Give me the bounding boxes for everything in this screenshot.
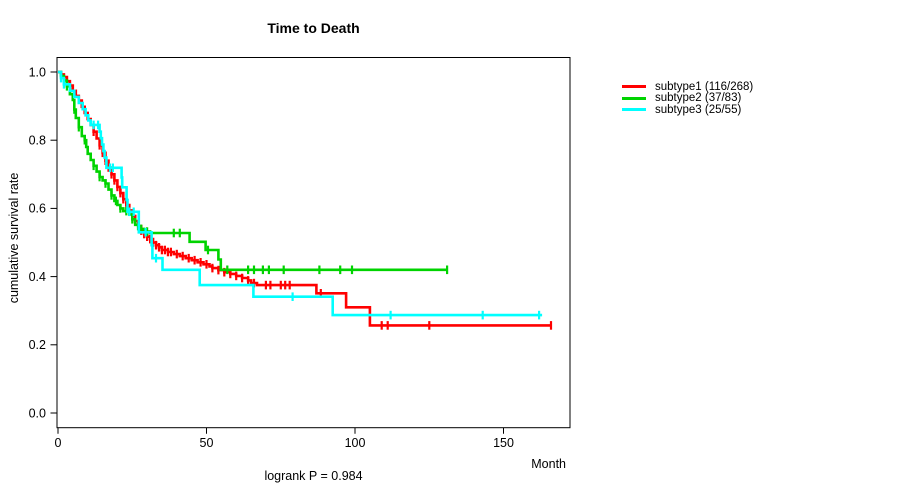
- legend-item-subtype1: subtype1 (116/268): [622, 81, 753, 93]
- x-tick-label: 50: [200, 436, 214, 450]
- y-tick-label: 0.0: [29, 406, 46, 420]
- y-tick-label: 0.8: [29, 134, 46, 148]
- chart-title: Time to Death: [267, 20, 360, 36]
- x-tick-label: 150: [493, 436, 514, 450]
- legend-label: subtype3 (25/55): [655, 103, 742, 116]
- plot-box: [56, 57, 571, 429]
- legend-label: subtype2 (37/83): [655, 92, 742, 105]
- legend-item-subtype3: subtype3 (25/55): [622, 104, 753, 116]
- logrank-annotation: logrank P = 0.984: [264, 469, 363, 483]
- y-tick-label: 0.2: [29, 338, 46, 352]
- legend: subtype1 (116/268) subtype2 (37/83) subtyp…: [622, 81, 753, 116]
- survival-curve-subtype1: [58, 70, 551, 327]
- x-axis-label: Month: [531, 457, 566, 471]
- x-tick-label: 100: [345, 436, 366, 450]
- survival-curve-subtype2: [58, 70, 448, 272]
- legend-label: subtype1 (116/268): [655, 80, 754, 93]
- y-tick-label: 1.0: [29, 65, 46, 79]
- x-tick-label: 0: [55, 436, 62, 450]
- survival-curve-subtype3: [58, 70, 543, 317]
- y-tick-label: 0.4: [29, 270, 46, 284]
- legend-line-swatch: [622, 96, 646, 100]
- legend-line-swatch: [622, 85, 646, 89]
- y-tick-label: 0.6: [29, 202, 46, 216]
- y-axis-label: cumulative survival rate: [7, 172, 21, 304]
- legend-line-swatch: [622, 108, 646, 112]
- legend-item-subtype2: subtype2 (37/83): [622, 92, 753, 105]
